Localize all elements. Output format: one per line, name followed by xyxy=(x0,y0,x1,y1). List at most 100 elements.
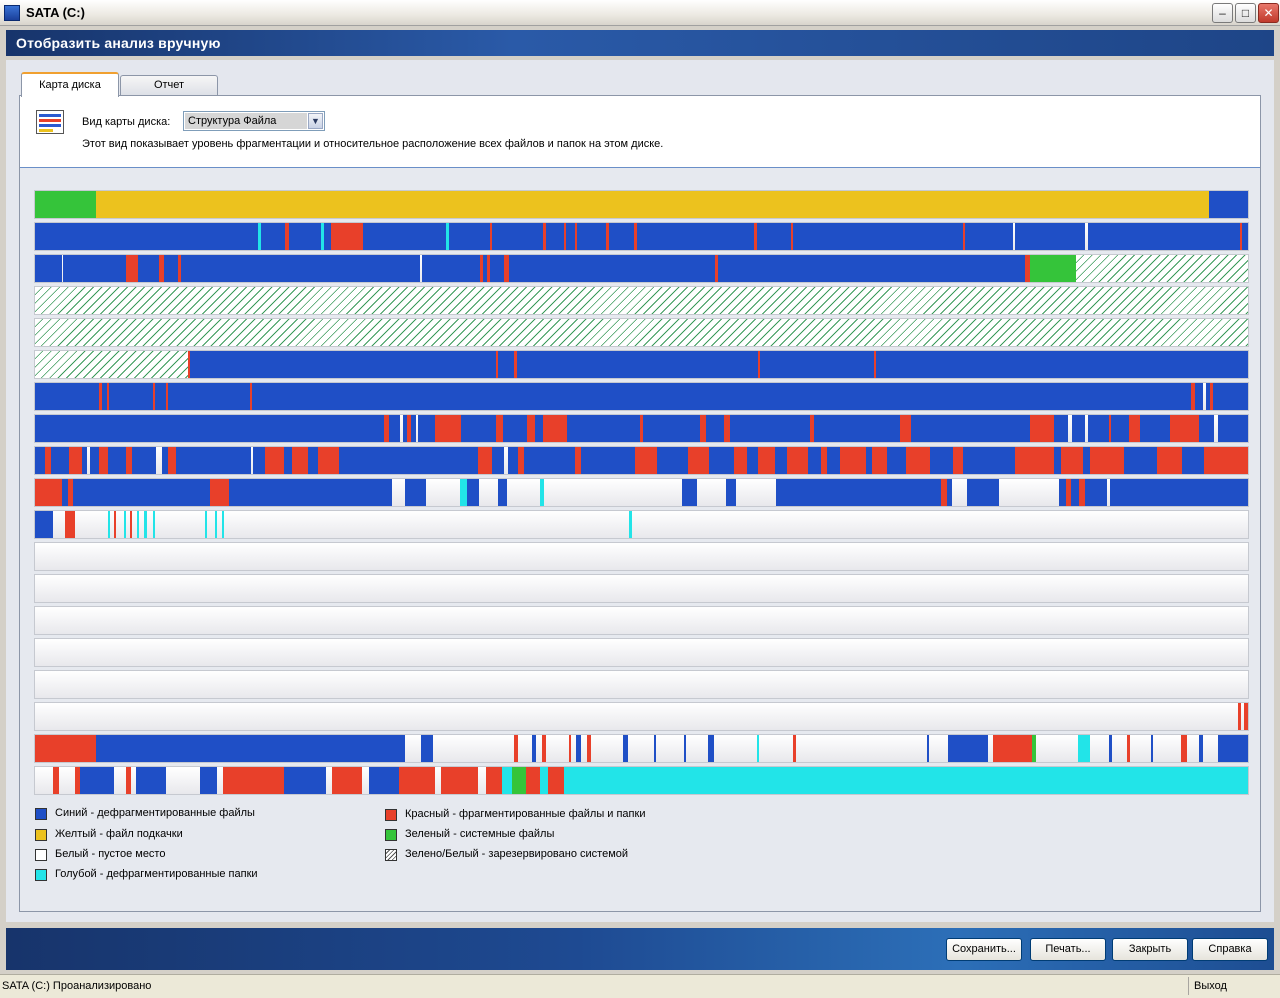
disk-map-segment-red xyxy=(514,735,518,762)
disk-map-segment-cyan xyxy=(539,479,545,506)
disk-map-segment-white xyxy=(1203,383,1206,410)
window-titlebar: SATA (C:) ‒ □ ✕ xyxy=(0,0,1280,26)
disk-map-segment-white xyxy=(61,255,64,282)
save-button[interactable]: Сохранить... xyxy=(946,938,1022,961)
disk-map-segment-red xyxy=(489,223,493,250)
disk-map-segment-red xyxy=(223,767,284,794)
minimize-button[interactable]: ‒ xyxy=(1212,3,1233,23)
disk-map-segment-blue xyxy=(623,735,629,762)
disk-map-segment-white xyxy=(1107,479,1110,506)
disk-map-segment-red xyxy=(495,415,504,442)
legend-swatch-yellow xyxy=(35,829,47,841)
disk-map-row xyxy=(34,446,1249,475)
status-bar: SATA (C:) Проанализировано Выход xyxy=(0,974,1280,998)
disk-map-row xyxy=(34,606,1249,635)
print-button[interactable]: Печать... xyxy=(1030,938,1106,961)
disk-map-segment-red xyxy=(35,735,96,762)
disk-map-segment-blue xyxy=(532,735,536,762)
disk-map-segment-cyan xyxy=(136,511,140,538)
disk-map-segment-white xyxy=(419,255,422,282)
disk-map-segment-red xyxy=(68,447,83,474)
disk-map-segment-blue xyxy=(35,511,54,538)
disk-map-segment-red xyxy=(699,415,706,442)
disk-map-segment-green xyxy=(511,767,527,794)
disk-map-segment-blue xyxy=(1217,735,1248,762)
disk-map-row xyxy=(34,382,1249,411)
disk-map-segment-red xyxy=(871,447,887,474)
disk-map-segment-reserved xyxy=(35,351,190,378)
disk-map-segment-white xyxy=(1012,223,1016,250)
disk-map-segment-red xyxy=(757,447,775,474)
disk-map-segment-blue xyxy=(683,735,687,762)
disk-map-segment-cyan xyxy=(214,511,217,538)
page-title: Отобразить анализ вручную xyxy=(16,35,221,51)
disk-map-row xyxy=(34,702,1249,731)
maximize-button[interactable]: □ xyxy=(1235,3,1256,23)
disk-map-segment-blue xyxy=(1209,191,1248,218)
disk-map-segment-white xyxy=(736,479,777,506)
disk-map-row xyxy=(34,670,1249,699)
disk-map-segment-red xyxy=(435,415,461,442)
disk-map-segment-red xyxy=(1238,703,1241,730)
view-select-value: Структура Файла xyxy=(185,113,307,129)
disk-map-segment-red xyxy=(292,447,308,474)
legend-label: Синий - дефрагментированные файлы xyxy=(55,807,255,819)
disk-map-segment-red xyxy=(1244,703,1248,730)
disk-map-segment-red xyxy=(1129,415,1141,442)
disk-map-segment-blue xyxy=(1108,735,1113,762)
disk-map-segment-red xyxy=(563,223,567,250)
disk-map-segment-red xyxy=(687,447,710,474)
disk-map-segment-white xyxy=(506,479,540,506)
help-button[interactable]: Справка xyxy=(1192,938,1268,961)
disk-map-segment-red xyxy=(1029,415,1054,442)
disk-map-segment-red xyxy=(330,223,363,250)
window-title: SATA (C:) xyxy=(26,5,85,20)
disk-map-icon xyxy=(36,110,64,134)
chevron-down-icon[interactable]: ▼ xyxy=(308,113,323,129)
exit-status[interactable]: Выход xyxy=(1194,980,1227,992)
disk-map-segment-red xyxy=(548,767,564,794)
disk-map-segment-red xyxy=(1204,447,1248,474)
disk-map-segment-red xyxy=(810,415,814,442)
legend-swatch-blue xyxy=(35,808,47,820)
disk-map-segment-red xyxy=(1190,383,1195,410)
disk-map-segment-green xyxy=(1032,735,1036,762)
disk-map-segment-red xyxy=(568,735,572,762)
disk-map-segment-cyan xyxy=(123,511,126,538)
tab-report[interactable]: Отчет xyxy=(120,75,218,96)
disk-map-row xyxy=(34,510,1249,539)
disk-map-segment-red xyxy=(152,383,156,410)
disk-map-segment-red xyxy=(265,447,284,474)
disk-map-segment-red xyxy=(1024,255,1030,282)
disk-map-segment-white xyxy=(952,479,967,506)
disk-map-segment-cyan xyxy=(629,511,632,538)
disk-map-segment-red xyxy=(543,223,546,250)
legend-swatch-green xyxy=(385,829,397,841)
disk-map-segment-white xyxy=(1214,415,1218,442)
disk-map-segment-red xyxy=(477,447,493,474)
header-band: Отобразить анализ вручную xyxy=(6,30,1274,56)
legend-label: Голубой - дефрагментированные папки xyxy=(55,868,258,880)
disk-map-segment-cyan xyxy=(1078,735,1091,762)
close-window-button[interactable]: ✕ xyxy=(1258,3,1279,23)
view-select[interactable]: Структура Файла ▼ xyxy=(183,111,325,131)
disk-map-segment-blue xyxy=(283,767,327,794)
disk-map-segment-green xyxy=(35,191,96,218)
disk-map-segment-blue xyxy=(135,767,166,794)
disk-map-segment-white xyxy=(1085,415,1088,442)
disk-map-segment-red xyxy=(504,255,510,282)
disk-map-segment-red xyxy=(1170,415,1200,442)
disk-map-segment-red xyxy=(790,223,794,250)
status-text: SATA (C:) Проанализировано xyxy=(2,980,152,992)
close-button[interactable]: Закрыть xyxy=(1112,938,1188,961)
disk-map-segment-white xyxy=(400,415,403,442)
disk-map-row xyxy=(34,350,1249,379)
disk-map-segment-cyan xyxy=(539,767,549,794)
disk-map-segment-white xyxy=(697,479,727,506)
disk-map-segment-red xyxy=(75,767,80,794)
tab-disk-map[interactable]: Карта диска xyxy=(21,72,119,97)
disk-map-segment-red xyxy=(723,415,731,442)
disk-map-segment-cyan xyxy=(221,511,225,538)
disk-map-segment-blue xyxy=(199,767,217,794)
disk-map-segment-red xyxy=(1108,415,1111,442)
